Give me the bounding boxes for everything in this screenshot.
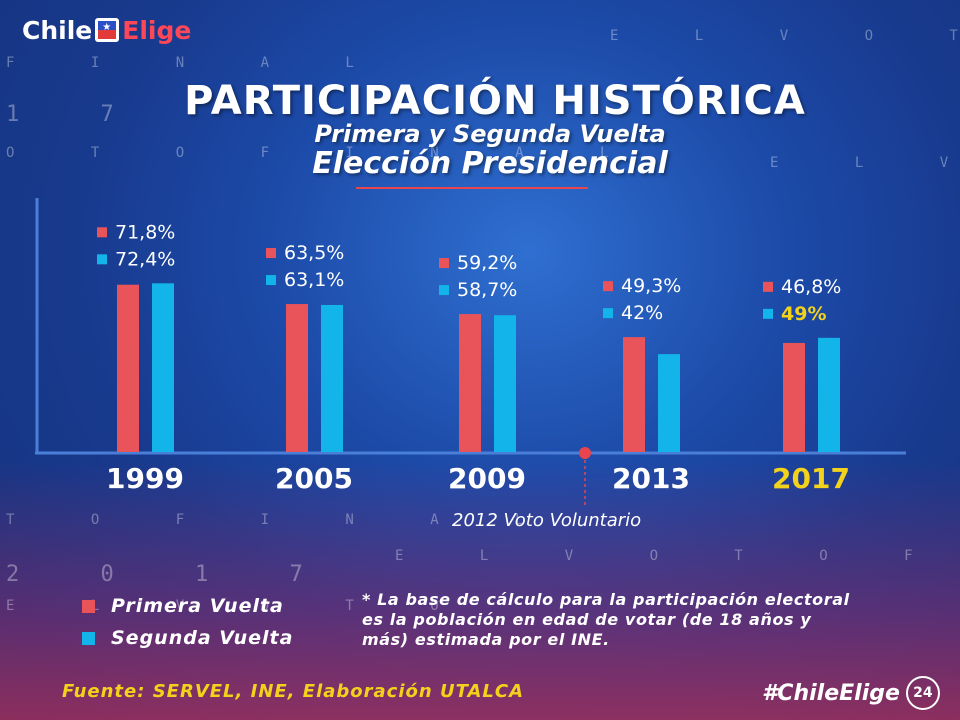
bg-text-el-vot: E L V O T	[770, 155, 960, 171]
data-label-marker-segunda-2013	[603, 308, 613, 319]
annotation-voto-voluntario: 2012 Voto Voluntario	[452, 510, 641, 531]
title-block: PARTICIPACIÓN HISTÓRICA Primera y Segund…	[0, 78, 960, 181]
data-label-segunda-2013: 42%	[621, 302, 663, 324]
x-tick-label-2017: 2017	[772, 462, 850, 495]
data-label-primera-2009: 59,2%	[457, 252, 517, 274]
x-tick-label-2013: 2013	[612, 462, 690, 495]
data-label-segunda-2009: 58,7%	[457, 279, 517, 301]
bar-segunda-2005	[321, 304, 343, 452]
bar-segunda-2017	[818, 337, 840, 452]
source-text: SERVEL, INE, Elaboración UTALCA	[152, 681, 524, 702]
data-label-marker-primera-2005	[266, 248, 276, 259]
chart-legend: Primera Vuelta Segunda Vuelta	[82, 590, 293, 654]
channel-24-badge: 24	[905, 676, 940, 710]
bg-text-el-voto-final: E L V O T O F I N A L	[395, 548, 960, 564]
hashtag-text: #ChileElige	[762, 680, 900, 706]
bg-text-oto-final: O T O F I N A L	[6, 145, 643, 161]
data-label-primera-2005: 63,5%	[284, 242, 344, 264]
chile-flag-icon	[95, 18, 120, 42]
bar-primera-2017	[783, 342, 805, 452]
bar-primera-2005	[286, 304, 308, 452]
data-label-primera-1999: 71,8%	[115, 221, 175, 243]
methodology-note: * La base de cálculo para la participaci…	[362, 590, 850, 649]
data-label-segunda-2005: 63,1%	[284, 269, 344, 291]
data-label-marker-primera-2017	[763, 281, 773, 292]
bar-segunda-2009	[494, 315, 516, 452]
legend-label-segunda: Segunda Vuelta	[111, 627, 294, 649]
logo-text-elige: Elige	[122, 15, 192, 45]
bg-text-17: 1 7	[6, 102, 148, 127]
chile-elige-logo: Chile Elige	[22, 14, 191, 46]
bg-text-2017: 2 0 1 7	[6, 562, 337, 587]
bar-primera-1999	[117, 284, 139, 452]
hashtag-block: #ChileElige 24	[762, 676, 940, 710]
data-label-marker-primera-2013	[603, 281, 613, 292]
x-tick-label-2005: 2005	[275, 462, 353, 495]
bar-primera-2013	[623, 337, 645, 452]
legend-item-primera: Primera Vuelta	[82, 590, 293, 622]
data-label-marker-segunda-2005	[266, 275, 276, 286]
page-subtitle-2: Elección Presidencial	[312, 146, 668, 181]
data-label-marker-segunda-2009	[439, 285, 449, 296]
annotation-marker-2012	[579, 447, 591, 459]
data-label-marker-primera-2009	[439, 258, 449, 269]
x-tick-label-2009: 2009	[448, 462, 526, 495]
bar-segunda-1999	[152, 283, 174, 452]
data-label-primera-2017: 46,8%	[781, 276, 841, 298]
bar-primera-2009	[459, 314, 481, 452]
legend-swatch-primera	[82, 599, 95, 613]
data-label-segunda-2017: 49%	[781, 303, 826, 325]
data-label-primera-2013: 49,3%	[621, 275, 681, 297]
bg-text-final-top: F I N A L	[6, 55, 388, 71]
source-label: Fuente:	[62, 681, 146, 702]
source-line: Fuente: SERVEL, INE, Elaboración UTALCA	[62, 681, 524, 702]
logo-text-chile: Chile	[22, 15, 93, 45]
title-underline	[356, 187, 588, 189]
legend-label-primera: Primera Vuelta	[111, 595, 284, 617]
data-label-marker-segunda-1999	[97, 254, 107, 265]
legend-swatch-segunda	[82, 631, 95, 645]
bg-text-to-final: T O F I N A L	[6, 512, 558, 528]
page-subtitle-1: Primera y Segunda Vuelta	[314, 120, 666, 148]
data-label-segunda-1999: 72,4%	[115, 248, 175, 270]
bar-segunda-2013	[658, 354, 680, 452]
page-title: PARTICIPACIÓN HISTÓRICA	[184, 78, 806, 124]
x-tick-label-1999: 1999	[106, 462, 184, 495]
bg-text-el-voto-top: E L V O T O	[610, 28, 960, 44]
legend-item-segunda: Segunda Vuelta	[82, 622, 293, 654]
data-label-marker-primera-1999	[97, 227, 107, 238]
data-label-marker-segunda-2017	[763, 308, 773, 319]
bg-text-el-voto-bottom: E L V O T O	[6, 598, 473, 614]
